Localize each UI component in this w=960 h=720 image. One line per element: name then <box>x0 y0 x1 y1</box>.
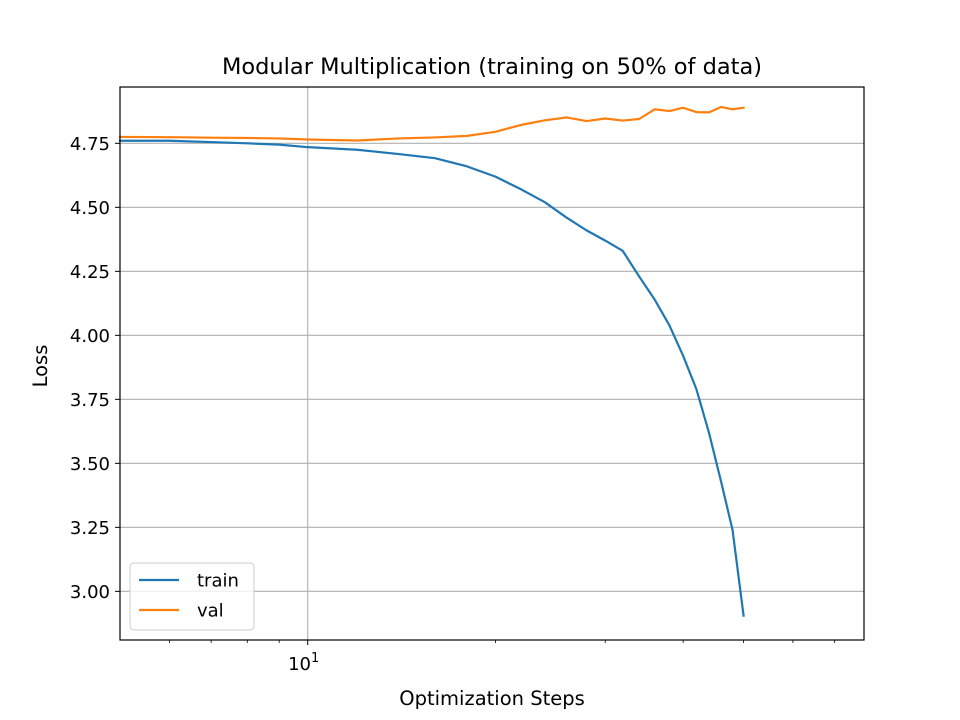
y-axis-label: Loss <box>29 345 52 388</box>
y-tick-label: 4.75 <box>70 134 110 155</box>
plot-frame <box>119 86 865 641</box>
series-layer <box>118 105 745 617</box>
y-tick-label: 4.00 <box>70 326 110 347</box>
y-tick-label: 3.50 <box>70 454 110 475</box>
y-tick-label: 4.25 <box>70 262 110 283</box>
y-tick-label: 3.75 <box>70 390 110 411</box>
legend-label-train: train <box>197 571 239 592</box>
series-line-val <box>118 105 745 142</box>
chart-title: Modular Multiplication (training on 50% … <box>222 54 762 80</box>
y-tick-label: 4.50 <box>70 198 110 219</box>
series-line-train <box>118 139 745 617</box>
legend: train val <box>129 562 255 631</box>
y-tick-label: 3.25 <box>70 518 110 539</box>
legend-label-val: val <box>197 601 224 622</box>
y-tick-label: 3.00 <box>70 582 110 603</box>
x-axis-label: Optimization Steps <box>399 687 585 710</box>
